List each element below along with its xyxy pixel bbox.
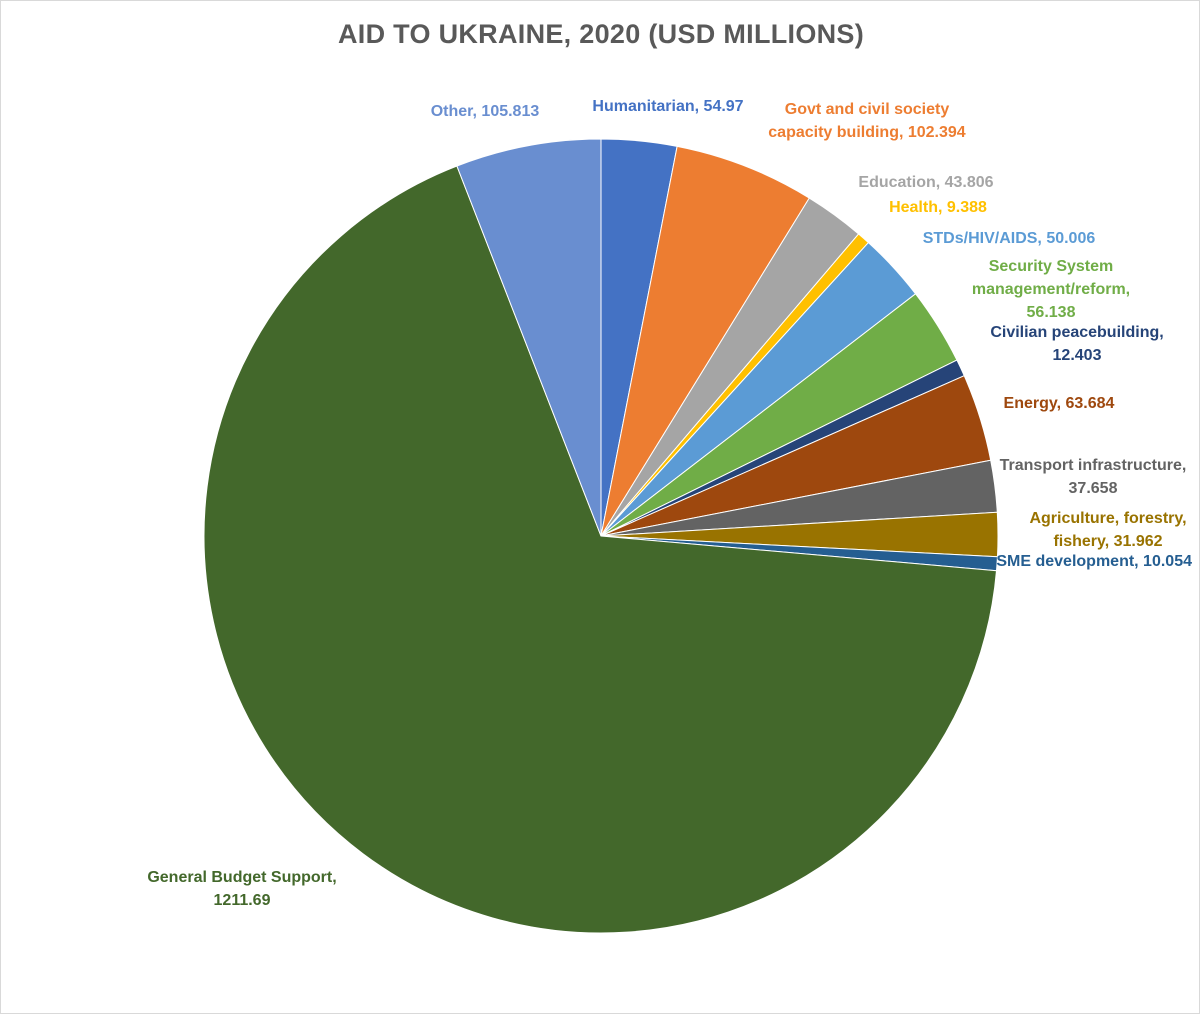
- data-label-line: 12.403: [1053, 347, 1102, 364]
- data-label-line: 1211.69: [214, 892, 271, 909]
- data-label-line: fishery, 31.962: [1053, 533, 1162, 550]
- data-label-transport-infrastructure: Transport infrastructure, 37.658: [1000, 457, 1187, 497]
- data-label-line: Health, 9.388: [889, 199, 987, 216]
- data-label-agriculture-forestry-fishery: Agriculture, forestry, fishery, 31.962: [1029, 510, 1186, 550]
- data-label-line: Security System: [989, 258, 1114, 275]
- data-label-line: 37.658: [1069, 480, 1118, 497]
- chart-title: AID TO UKRAINE, 2020 (USD MILLIONS): [337, 19, 865, 49]
- data-label-line: Civilian peacebuilding,: [990, 324, 1163, 341]
- data-label-line: Transport infrastructure,: [1000, 457, 1187, 474]
- pie-labels: Humanitarian, 54.97 Govt and civil societ…: [147, 98, 1192, 909]
- data-label-sme-development: SME development, 10.054: [996, 553, 1192, 570]
- data-label-line: Energy, 63.684: [1004, 395, 1115, 412]
- data-label-line: 56.138: [1027, 304, 1076, 321]
- data-label-security-system-management-reform: Security System management/reform, 56.138: [972, 258, 1130, 321]
- pie-slices: [203, 138, 999, 934]
- pie-slice-govt-and-civil-society-capacity-building: [600, 145, 810, 537]
- data-label-line: Agriculture, forestry,: [1029, 510, 1186, 527]
- data-label-humanitarian: Humanitarian, 54.97: [592, 98, 743, 115]
- data-label-energy: Energy, 63.684: [1004, 395, 1115, 412]
- data-label-line: STDs/HIV/AIDS, 50.006: [923, 230, 1096, 247]
- data-label-other: Other, 105.813: [431, 103, 540, 120]
- pie-slice-general-budget-support: [203, 165, 998, 934]
- data-label-line: Humanitarian, 54.97: [592, 98, 743, 115]
- data-label-line: General Budget Support,: [147, 869, 336, 886]
- data-label-line: SME development, 10.054: [996, 553, 1192, 570]
- data-label-stds-hiv-aids: STDs/HIV/AIDS, 50.006: [923, 230, 1096, 247]
- data-label-civilian-peacebuilding: Civilian peacebuilding, 12.403: [990, 324, 1163, 364]
- pie-slice-other: [456, 138, 602, 537]
- data-label-line: Education, 43.806: [858, 174, 993, 191]
- data-label-line: management/reform,: [972, 281, 1130, 298]
- data-label-line: Other, 105.813: [431, 103, 540, 120]
- data-label-line: Govt and civil society: [785, 101, 950, 118]
- data-label-line: capacity building, 102.394: [768, 124, 966, 141]
- data-label-general-budget-support: General Budget Support, 1211.69: [147, 869, 336, 909]
- data-label-health: Health, 9.388: [889, 199, 987, 216]
- data-label-education: Education, 43.806: [858, 174, 993, 191]
- data-label-govt-and-civil-society-capacity-building: Govt and civil society capacity building,…: [768, 101, 966, 141]
